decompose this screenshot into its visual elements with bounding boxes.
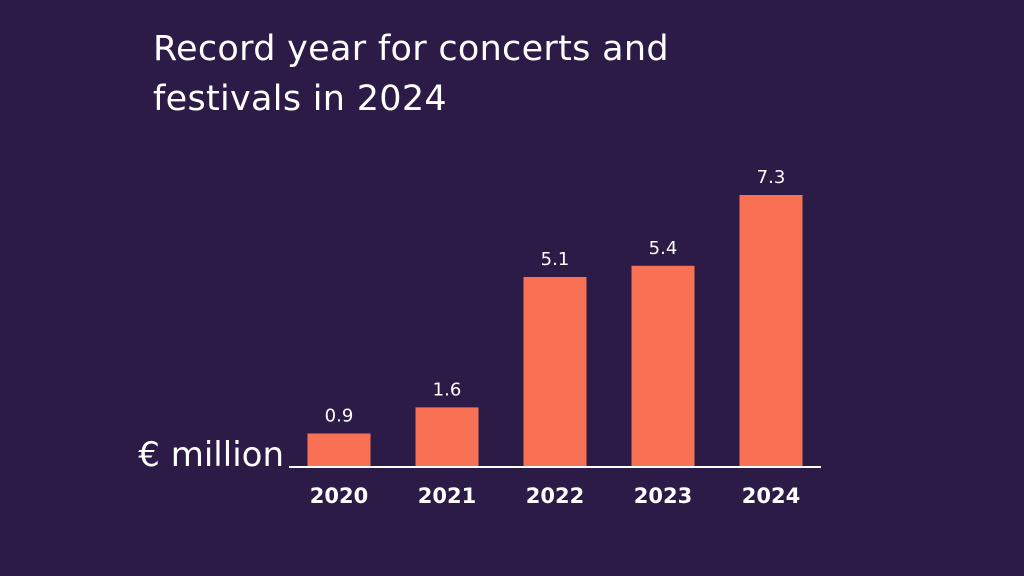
bar-2024 (739, 195, 803, 467)
bar-2022 (523, 276, 587, 467)
value-label-2024: 7.3 (757, 167, 786, 188)
bar-2020 (307, 433, 371, 467)
x-tick-label-2020: 2020 (310, 484, 368, 508)
chart-title: Record year for concerts and festivals i… (153, 29, 669, 119)
value-label-2021: 1.6 (433, 379, 462, 400)
bar-2021 (415, 407, 479, 467)
value-label-2020: 0.9 (325, 405, 354, 426)
x-tick-label-2024: 2024 (742, 484, 800, 508)
bars-group: 0.9 2020 1.6 2021 5.1 2022 5.4 2023 7.3 2024 (307, 167, 803, 508)
bar-2023 (631, 265, 695, 467)
y-axis-unit-label: € million (138, 435, 284, 475)
x-tick-label-2021: 2021 (418, 484, 476, 508)
x-tick-label-2022: 2022 (526, 484, 584, 508)
value-label-2022: 5.1 (541, 249, 570, 270)
value-label-2023: 5.4 (649, 238, 678, 259)
x-tick-label-2023: 2023 (634, 484, 692, 508)
